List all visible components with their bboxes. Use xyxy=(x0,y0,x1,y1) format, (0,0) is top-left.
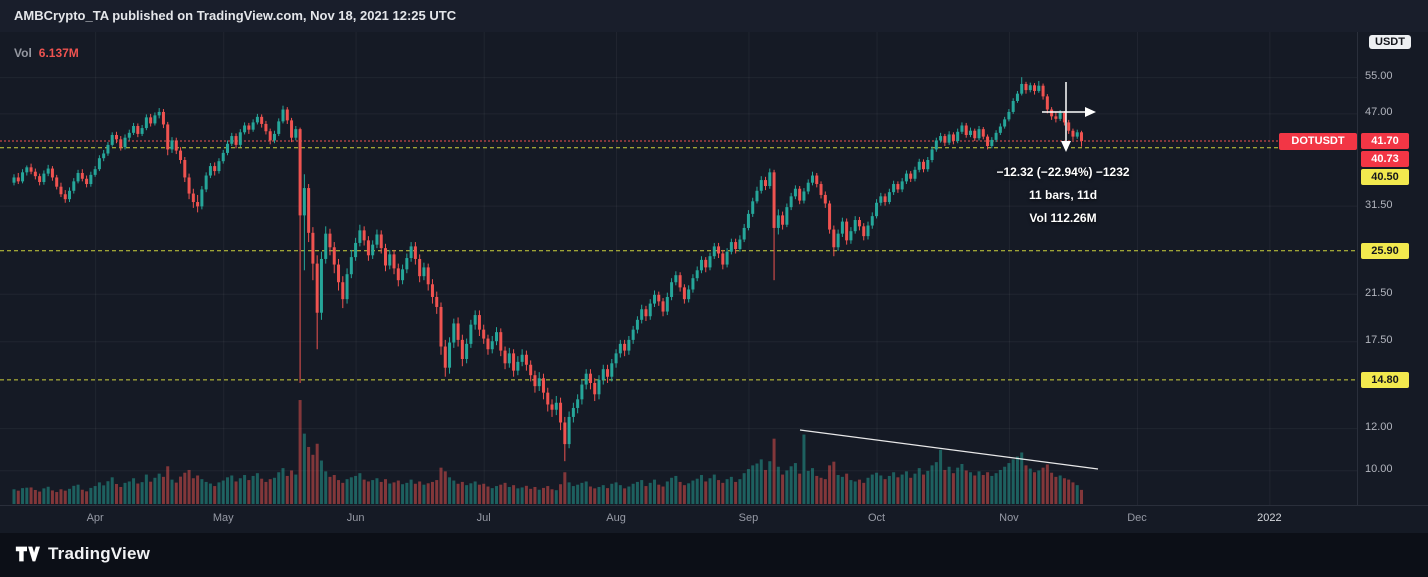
price-tick-label: 47.00 xyxy=(1365,106,1393,119)
price-tick-label: 10.00 xyxy=(1365,463,1393,476)
time-axis-label: Apr xyxy=(86,512,104,524)
measurement-annotation: −12.32 (−22.94%) −1232 11 bars, 11d Vol … xyxy=(983,161,1143,230)
price-axis-badge: 40.73 xyxy=(1361,150,1409,167)
volume-indicator-label: Vol xyxy=(14,46,32,60)
price-axis-badge: 25.90 xyxy=(1361,242,1409,259)
time-axis-label: Nov xyxy=(999,512,1019,524)
measurement-volume: Vol 112.26M xyxy=(1029,211,1097,225)
publication-header: AMBCrypto_TA published on TradingView.co… xyxy=(0,0,1428,32)
footer: TradingView xyxy=(0,533,1428,577)
chart-canvas[interactable]: Vol 6.137M DOTUSDT −12.32 (−22.94%) −1232… xyxy=(0,32,1357,505)
price-chart-svg xyxy=(0,32,1357,505)
price-tick-label: 31.50 xyxy=(1365,198,1393,211)
price-axis-badge: 41.70 xyxy=(1361,132,1409,149)
volume-indicator-value: 6.137M xyxy=(38,46,79,60)
time-axis-label: Jun xyxy=(346,512,365,524)
tradingview-logo-icon xyxy=(15,546,40,562)
price-tick-label: 55.00 xyxy=(1365,70,1393,83)
time-axis-label: 2022 xyxy=(1257,512,1282,524)
currency-toggle-button[interactable]: USDT xyxy=(1369,35,1411,49)
volume-histogram xyxy=(12,400,1083,504)
price-tick-label: 21.50 xyxy=(1365,286,1393,299)
volume-trendline-drawing xyxy=(799,429,1099,470)
measurement-bars-count: 11 bars, 11d xyxy=(1028,188,1098,202)
time-axis-label: Dec xyxy=(1127,512,1147,524)
tradingview-wordmark: TradingView xyxy=(48,544,151,563)
price-axis[interactable]: USDT 55.00 47.00 31.50 21.50 17.50 12.00 10.00… xyxy=(1357,32,1428,505)
time-axis-label: Jul xyxy=(476,512,491,524)
measurement-price-change: −12.32 (−22.94%) −1232 xyxy=(996,165,1130,179)
price-axis-badge: 14.80 xyxy=(1361,371,1409,388)
time-axis[interactable]: Apr May Jun Jul Aug Sep Oct Nov Dec 2022 xyxy=(0,505,1428,533)
measurement-arrows xyxy=(1042,82,1096,152)
time-axis-label: Aug xyxy=(606,512,626,524)
grid-lines xyxy=(0,32,1357,505)
symbol-price-badge: DOTUSDT xyxy=(1279,132,1357,150)
time-axis-label: May xyxy=(212,512,234,524)
time-axis-label: Sep xyxy=(738,512,759,524)
horizontal-level-lines xyxy=(0,147,1357,381)
tradingview-link[interactable]: TradingView xyxy=(14,542,150,566)
time-axis-label: Oct xyxy=(867,512,886,524)
publication-text: AMBCrypto_TA published on TradingView.co… xyxy=(14,8,457,23)
price-tick-label: 12.00 xyxy=(1365,421,1393,434)
price-tick-label: 17.50 xyxy=(1365,334,1393,347)
price-axis-badge: 40.50 xyxy=(1361,168,1409,185)
candlestick-series xyxy=(12,77,1083,462)
volume-indicator: Vol 6.137M xyxy=(14,46,79,60)
